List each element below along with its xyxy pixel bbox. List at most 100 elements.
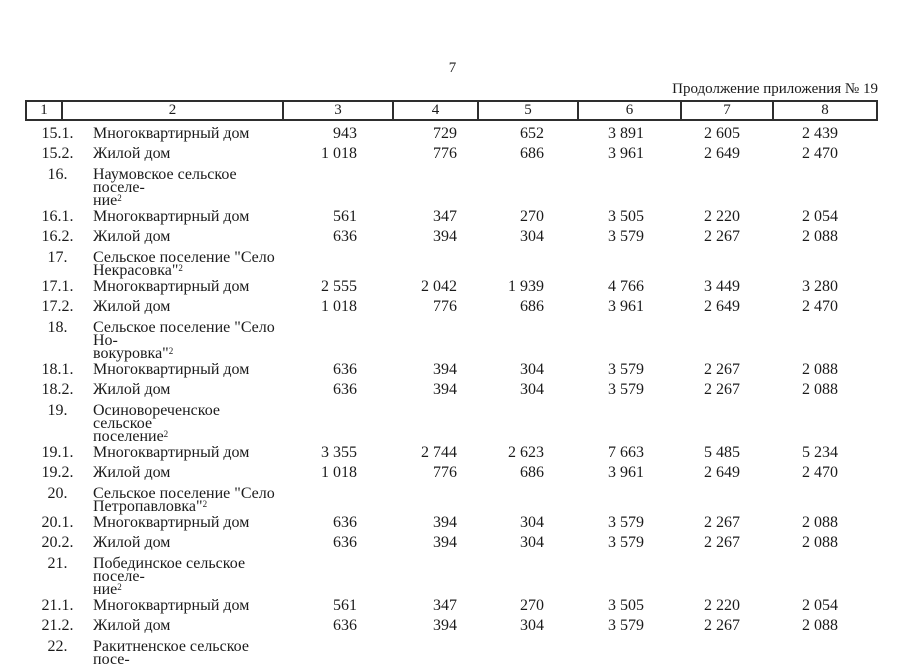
row-number: 18. xyxy=(47,319,68,336)
cell-col7: 2 220 xyxy=(704,208,740,225)
cell-col5: 686 xyxy=(520,298,544,315)
column-header-7: 7 xyxy=(682,102,774,119)
cell-col7: 2 649 xyxy=(704,298,740,315)
cell-col6: 3 505 xyxy=(608,597,644,614)
cell-col3: 636 xyxy=(333,534,357,551)
section-name-line2: вокуровка" xyxy=(93,345,169,362)
cell-col6: 3 579 xyxy=(608,617,644,634)
cell-col3: 636 xyxy=(333,514,357,531)
cell-col4: 776 xyxy=(433,145,457,162)
table-row-17: 17. Сельское поселение "Село Некрасовка"2 xyxy=(25,247,878,279)
section-name-line2: Петропавловка" xyxy=(93,498,203,515)
cell-col4: 394 xyxy=(433,514,457,531)
row-label: Жилой дом xyxy=(93,617,171,634)
row-label: Многоквартирный дом xyxy=(93,514,250,531)
cell-col5: 686 xyxy=(520,145,544,162)
footnote-marker: 2 xyxy=(168,346,174,356)
cell-col4: 394 xyxy=(433,228,457,245)
table-row-21.2: 21.2. Жилой дом 636 394 304 3 579 2 267 2 088 xyxy=(25,616,878,636)
cell-col4: 347 xyxy=(433,208,457,225)
table-row-18.2: 18.2. Жилой дом 636 394 304 3 579 2 267 2 088 xyxy=(25,380,878,400)
cell-col4: 394 xyxy=(433,361,457,378)
column-header-2: 2 xyxy=(63,102,284,119)
row-label: Ракитненское сельское посе- xyxy=(90,638,282,668)
table-row-20.1: 20.1. Многоквартирный дом 636 394 304 3 579 2 … xyxy=(25,513,878,533)
row-number: 17. xyxy=(47,249,68,266)
cell-col5: 304 xyxy=(520,381,544,398)
table-row-20: 20. Сельское поселение "Село Петропавловка… xyxy=(25,483,878,515)
cell-col8: 2 088 xyxy=(802,617,838,634)
cell-col7: 2 605 xyxy=(704,125,740,142)
cell-col5: 652 xyxy=(520,125,544,142)
footnote-marker: 2 xyxy=(178,263,183,273)
cell-col8: 2 054 xyxy=(802,208,838,225)
cell-col4: 2 744 xyxy=(421,444,457,461)
section-name-line1: Сельское поселение "Село xyxy=(93,485,275,502)
cell-col6: 7 663 xyxy=(608,444,644,461)
footnote-marker: 2 xyxy=(163,429,169,439)
cell-col5: 304 xyxy=(520,361,544,378)
row-label: Жилой дом xyxy=(93,381,171,398)
table-row-21.1: 21.1. Многоквартирный дом 561 347 270 3 505 2 … xyxy=(25,596,878,616)
row-label: Многоквартирный дом xyxy=(93,597,250,614)
section-name-line1: Ракитненское сельское посе- xyxy=(93,638,249,668)
cell-col4: 394 xyxy=(433,381,457,398)
row-label: Сельское поселение "Село Некрасовка"2 xyxy=(90,250,282,279)
row-label: Жилой дом xyxy=(93,145,171,162)
row-number: 20.1. xyxy=(41,514,74,531)
column-header-6: 6 xyxy=(579,102,682,119)
cell-col6: 3 579 xyxy=(608,361,644,378)
cell-col3: 943 xyxy=(333,125,357,142)
section-name-line1: Побединское сельское поселе- xyxy=(93,555,246,585)
cell-col5: 686 xyxy=(520,464,544,481)
row-label: Наумовское сельское поселе-ние2 xyxy=(90,167,282,209)
table-row-20.2: 20.2. Жилой дом 636 394 304 3 579 2 267 2 088 xyxy=(25,533,878,553)
cell-col6: 3 579 xyxy=(608,228,644,245)
column-header-4: 4 xyxy=(394,102,479,119)
cell-col3: 636 xyxy=(333,361,357,378)
table-row-16.1: 16.1. Многоквартирный дом 561 347 270 3 505 2 … xyxy=(25,207,878,227)
cell-col4: 776 xyxy=(433,298,457,315)
table-row-19: 19. Осиновореченское сельское поселение2 xyxy=(25,400,878,445)
cell-col6: 3 579 xyxy=(608,514,644,531)
cell-col8: 2 439 xyxy=(802,125,838,142)
cell-col4: 394 xyxy=(433,534,457,551)
row-label: Жилой дом xyxy=(93,228,171,245)
cell-col7: 3 449 xyxy=(704,278,740,295)
cell-col3: 1 018 xyxy=(321,145,357,162)
table-row-21: 21. Побединское сельское поселе-ние2 xyxy=(25,553,878,598)
row-label: Сельское поселение "Село Но-вокуровка"2 xyxy=(90,320,282,362)
row-label: Многоквартирный дом xyxy=(93,125,250,142)
cell-col3: 561 xyxy=(333,597,357,614)
cell-col3: 3 355 xyxy=(321,444,357,461)
column-header-3: 3 xyxy=(284,102,394,119)
cell-col5: 304 xyxy=(520,514,544,531)
cell-col8: 3 280 xyxy=(802,278,838,295)
table-row-17.2: 17.2. Жилой дом 1 018 776 686 3 961 2 649 2 470 xyxy=(25,297,878,317)
row-label: Осиновореченское сельское поселение2 xyxy=(90,403,282,445)
row-number: 16.2. xyxy=(41,228,74,245)
table-row-15.1: 15.1. Многоквартирный дом 943 729 652 3 891 2 … xyxy=(25,124,878,144)
cell-col8: 2 088 xyxy=(802,381,838,398)
cell-col5: 270 xyxy=(520,597,544,614)
row-number: 22. xyxy=(47,638,68,655)
cell-col3: 2 555 xyxy=(321,278,357,295)
cell-col8: 2 054 xyxy=(802,597,838,614)
cell-col7: 2 649 xyxy=(704,464,740,481)
cell-col3: 1 018 xyxy=(321,298,357,315)
row-number: 19.2. xyxy=(41,464,74,481)
cell-col8: 2 088 xyxy=(802,361,838,378)
column-header-8: 8 xyxy=(821,102,829,118)
cell-col8: 2 470 xyxy=(802,145,838,162)
row-number: 18.1. xyxy=(41,361,74,378)
cell-col5: 270 xyxy=(520,208,544,225)
row-number: 21.2. xyxy=(41,617,74,634)
cell-col8: 5 234 xyxy=(802,444,838,461)
cell-col6: 3 961 xyxy=(608,464,644,481)
cell-col6: 3 961 xyxy=(608,145,644,162)
cell-col5: 1 939 xyxy=(508,278,544,295)
table-row-22: 22. Ракитненское сельское посе- xyxy=(25,636,878,668)
row-number: 20. xyxy=(47,485,68,502)
row-label: Многоквартирный дом xyxy=(93,278,250,295)
